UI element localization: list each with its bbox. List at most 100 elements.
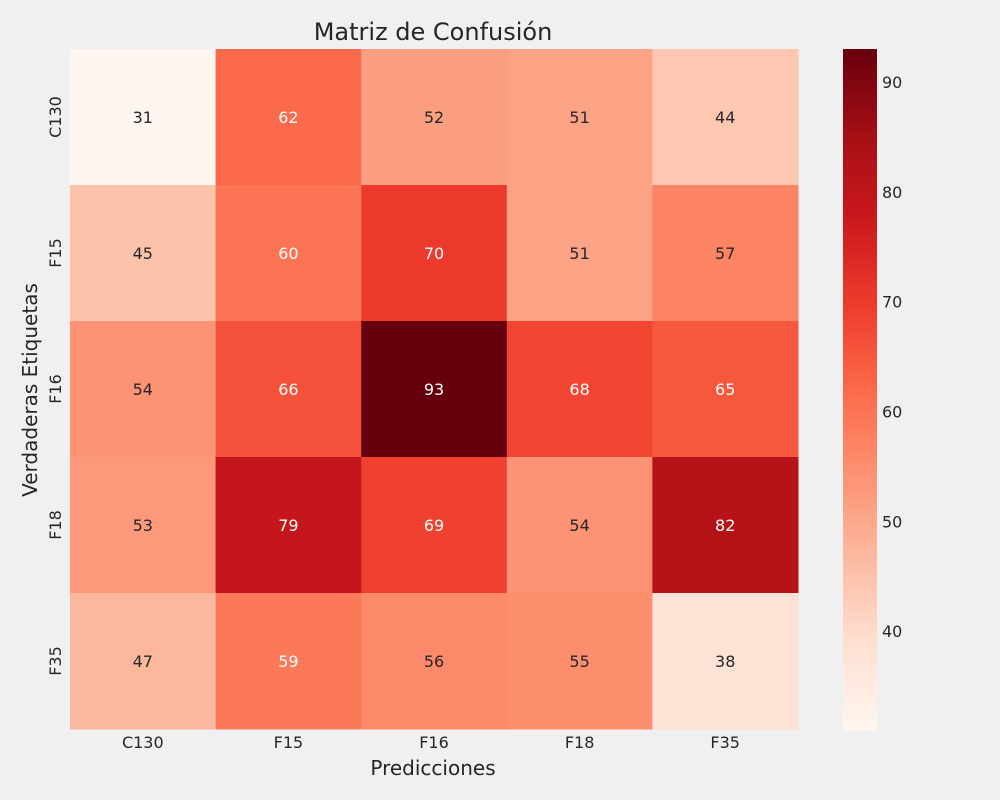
colorbar-strip: [843, 57, 877, 62]
heatmap-cell: [506, 457, 653, 594]
heatmap-cell: [506, 185, 653, 322]
colorbar-strip: [843, 177, 877, 182]
colorbar-strip: [843, 441, 877, 447]
colorbar-strip: [843, 485, 877, 491]
colorbar-strip: [843, 437, 877, 443]
colorbar-strip: [843, 557, 877, 563]
colorbar-strip: [843, 293, 877, 298]
colorbar-strip: [843, 637, 877, 643]
colorbar-strip: [843, 681, 877, 687]
colorbar-strip: [843, 653, 877, 659]
colorbar-strip: [843, 157, 877, 162]
heatmap-cell-value: 52: [424, 108, 444, 127]
colorbar-strip: [843, 77, 877, 82]
x-tick-label: F18: [565, 733, 595, 752]
colorbar-strip: [843, 521, 877, 527]
x-tick-label: F35: [710, 733, 740, 752]
colorbar-strip: [843, 309, 877, 314]
colorbar-strip: [843, 701, 877, 707]
colorbar-strip: [843, 665, 877, 671]
colorbar-strip: [843, 121, 877, 126]
colorbar-strip: [843, 381, 877, 387]
y-axis-title: Verdaderas Etiquetas: [18, 283, 42, 497]
heatmap-cell: [652, 49, 799, 186]
colorbar-strip: [843, 333, 877, 339]
colorbar-strip: [843, 597, 877, 603]
heatmap-cell-value: 54: [569, 516, 589, 535]
heatmap-cell-value: 47: [133, 652, 153, 671]
colorbar-strip: [843, 669, 877, 675]
colorbar-strip: [843, 585, 877, 591]
heatmap-cell: [215, 321, 362, 458]
colorbar-strip: [843, 269, 877, 274]
heatmap-cell-value: 70: [424, 244, 444, 263]
colorbar-strip: [843, 713, 877, 719]
heatmap-cell: [70, 321, 217, 458]
colorbar-strip: [843, 305, 877, 310]
colorbar-strip: [843, 85, 877, 90]
colorbar-strip: [843, 469, 877, 475]
colorbar-strip: [843, 245, 877, 250]
heatmap-cell-value: 66: [278, 380, 298, 399]
colorbar-strip: [843, 129, 877, 134]
colorbar-strip: [843, 165, 877, 170]
x-axis-title: Predicciones: [370, 756, 495, 780]
colorbar-strip: [843, 213, 877, 218]
colorbar-strip: [843, 421, 877, 427]
colorbar-strip: [843, 289, 877, 294]
colorbar-strip: [843, 717, 877, 723]
colorbar-strip: [843, 561, 877, 567]
heatmap-cell: [361, 49, 508, 186]
colorbar-strip: [843, 629, 877, 635]
heatmap-cell-value: 54: [133, 380, 153, 399]
heatmap-cell-value: 60: [278, 244, 298, 263]
colorbar-strip: [843, 221, 877, 226]
colorbar-tick-label: 60: [882, 402, 902, 421]
colorbar-strip: [843, 201, 877, 206]
colorbar-strip: [843, 617, 877, 623]
colorbar-strip: [843, 725, 877, 731]
colorbar-strip: [843, 105, 877, 110]
x-tick-label: C130: [122, 733, 164, 752]
colorbar-strip: [843, 141, 877, 146]
colorbar-strip: [843, 353, 877, 359]
colorbar-strip: [843, 317, 877, 322]
heatmap-cell-value: 51: [569, 108, 589, 127]
colorbar-strip: [843, 497, 877, 503]
heatmap-cell-value: 62: [278, 108, 298, 127]
colorbar-strip: [843, 125, 877, 130]
colorbar-strip: [843, 189, 877, 194]
colorbar-strip: [843, 145, 877, 150]
heatmap-cell-value: 65: [715, 380, 735, 399]
colorbar-strip: [843, 661, 877, 667]
colorbar-strip: [843, 721, 877, 727]
colorbar-strip: [843, 377, 877, 383]
colorbar-strip: [843, 501, 877, 507]
colorbar-strip: [843, 301, 877, 306]
heatmap-cell: [361, 185, 508, 322]
colorbar: [843, 49, 877, 731]
heatmap-cell-value: 79: [278, 516, 298, 535]
colorbar-strip: [843, 261, 877, 266]
colorbar-strip: [843, 689, 877, 695]
colorbar-strip: [843, 209, 877, 214]
colorbar-strip: [843, 589, 877, 595]
colorbar-strip: [843, 413, 877, 419]
colorbar-strip: [843, 217, 877, 222]
colorbar-strip: [843, 605, 877, 611]
colorbar-strip: [843, 285, 877, 290]
colorbar-strip: [843, 281, 877, 286]
heatmap-cell: [70, 185, 217, 322]
colorbar-strip: [843, 93, 877, 98]
colorbar-strip: [843, 329, 877, 335]
colorbar-strip: [843, 581, 877, 587]
colorbar-strip: [843, 397, 877, 403]
colorbar-strip: [843, 533, 877, 539]
heatmap-cell: [215, 593, 362, 730]
colorbar-strip: [843, 265, 877, 270]
colorbar-strip: [843, 237, 877, 242]
heatmap-cell: [361, 321, 508, 458]
colorbar-strip: [843, 477, 877, 483]
colorbar-strip: [843, 357, 877, 363]
